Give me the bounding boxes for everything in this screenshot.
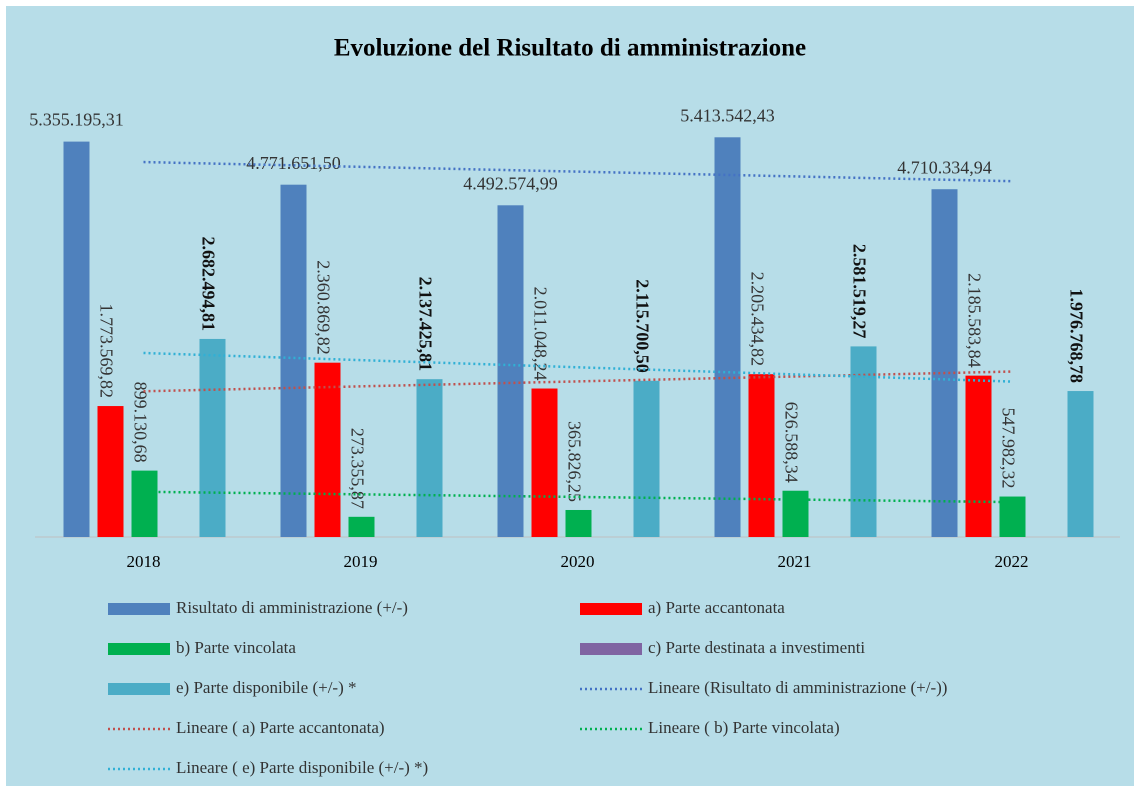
bar bbox=[965, 375, 992, 537]
bar bbox=[348, 516, 375, 537]
bar bbox=[497, 205, 524, 537]
data-label: 4.492.574,99 bbox=[463, 173, 558, 193]
legend-label: Lineare ( b) Parte vincolata) bbox=[648, 718, 840, 737]
legend-swatch bbox=[580, 643, 642, 655]
data-label: 2.185.583,84 bbox=[964, 273, 984, 368]
data-label: 2.360.869,82 bbox=[313, 260, 333, 355]
legend-label: Lineare ( a) Parte accantonata) bbox=[176, 718, 385, 737]
data-label: 5.413.542,43 bbox=[680, 105, 775, 125]
legend-label: a) Parte accantonata bbox=[648, 598, 785, 617]
chart-title: Evoluzione del Risultato di amministrazi… bbox=[334, 35, 806, 62]
data-label: 5.355.195,31 bbox=[29, 110, 124, 130]
bar bbox=[131, 470, 158, 537]
x-tick-label: 2021 bbox=[778, 552, 812, 571]
legend-swatch bbox=[108, 603, 170, 615]
x-tick-label: 2022 bbox=[995, 552, 1029, 571]
bar bbox=[714, 137, 741, 537]
legend-label: b) Parte vincolata bbox=[176, 638, 296, 657]
legend-label: c) Parte destinata a investimenti bbox=[648, 638, 865, 657]
bar bbox=[63, 141, 90, 537]
data-label: 2.115.700,50 bbox=[632, 279, 652, 373]
bar bbox=[531, 388, 558, 537]
bar bbox=[999, 496, 1026, 537]
legend-label: Risultato di amministrazione (+/-) bbox=[176, 598, 408, 617]
bar bbox=[850, 346, 877, 537]
data-label: 2.581.519,27 bbox=[849, 244, 869, 339]
data-label: 1.976.768,78 bbox=[1066, 289, 1086, 384]
bar bbox=[416, 379, 443, 537]
bar bbox=[1067, 391, 1094, 537]
legend-swatch bbox=[108, 683, 170, 695]
data-label: 2.011.048,24 bbox=[530, 287, 550, 381]
bar bbox=[782, 490, 809, 537]
bar bbox=[280, 184, 307, 538]
legend-label: e) Parte disponibile (+/-) * bbox=[176, 678, 356, 697]
bar bbox=[565, 509, 592, 537]
data-label: 2.205.434,82 bbox=[747, 272, 767, 367]
data-label: 626.588,34 bbox=[781, 402, 801, 483]
bar bbox=[199, 338, 226, 537]
data-label: 273.355,87 bbox=[347, 428, 367, 509]
data-label: 2.682.494,81 bbox=[198, 236, 218, 331]
data-label: 365.826,25 bbox=[564, 421, 584, 502]
bar bbox=[633, 380, 660, 537]
bar bbox=[314, 362, 341, 537]
legend-label: Lineare ( e) Parte disponibile (+/-) *) bbox=[176, 758, 428, 777]
data-label: 2.137.425,81 bbox=[415, 277, 435, 372]
chart-background bbox=[6, 6, 1134, 786]
x-tick-label: 2019 bbox=[344, 552, 378, 571]
data-label: 899.130,68 bbox=[130, 382, 150, 463]
bar bbox=[931, 189, 958, 537]
x-tick-label: 2020 bbox=[561, 552, 595, 571]
legend-label: Lineare (Risultato di amministrazione (+… bbox=[648, 678, 947, 697]
data-label: 547.982,32 bbox=[998, 408, 1018, 489]
data-label: 1.773.569,82 bbox=[96, 304, 116, 399]
data-label: 4.710.334,94 bbox=[897, 157, 992, 177]
legend-swatch bbox=[580, 603, 642, 615]
x-tick-label: 2018 bbox=[127, 552, 161, 571]
bar bbox=[97, 406, 124, 537]
legend-swatch bbox=[108, 643, 170, 655]
bar bbox=[748, 374, 775, 537]
data-label: 4.771.651,50 bbox=[246, 153, 341, 173]
